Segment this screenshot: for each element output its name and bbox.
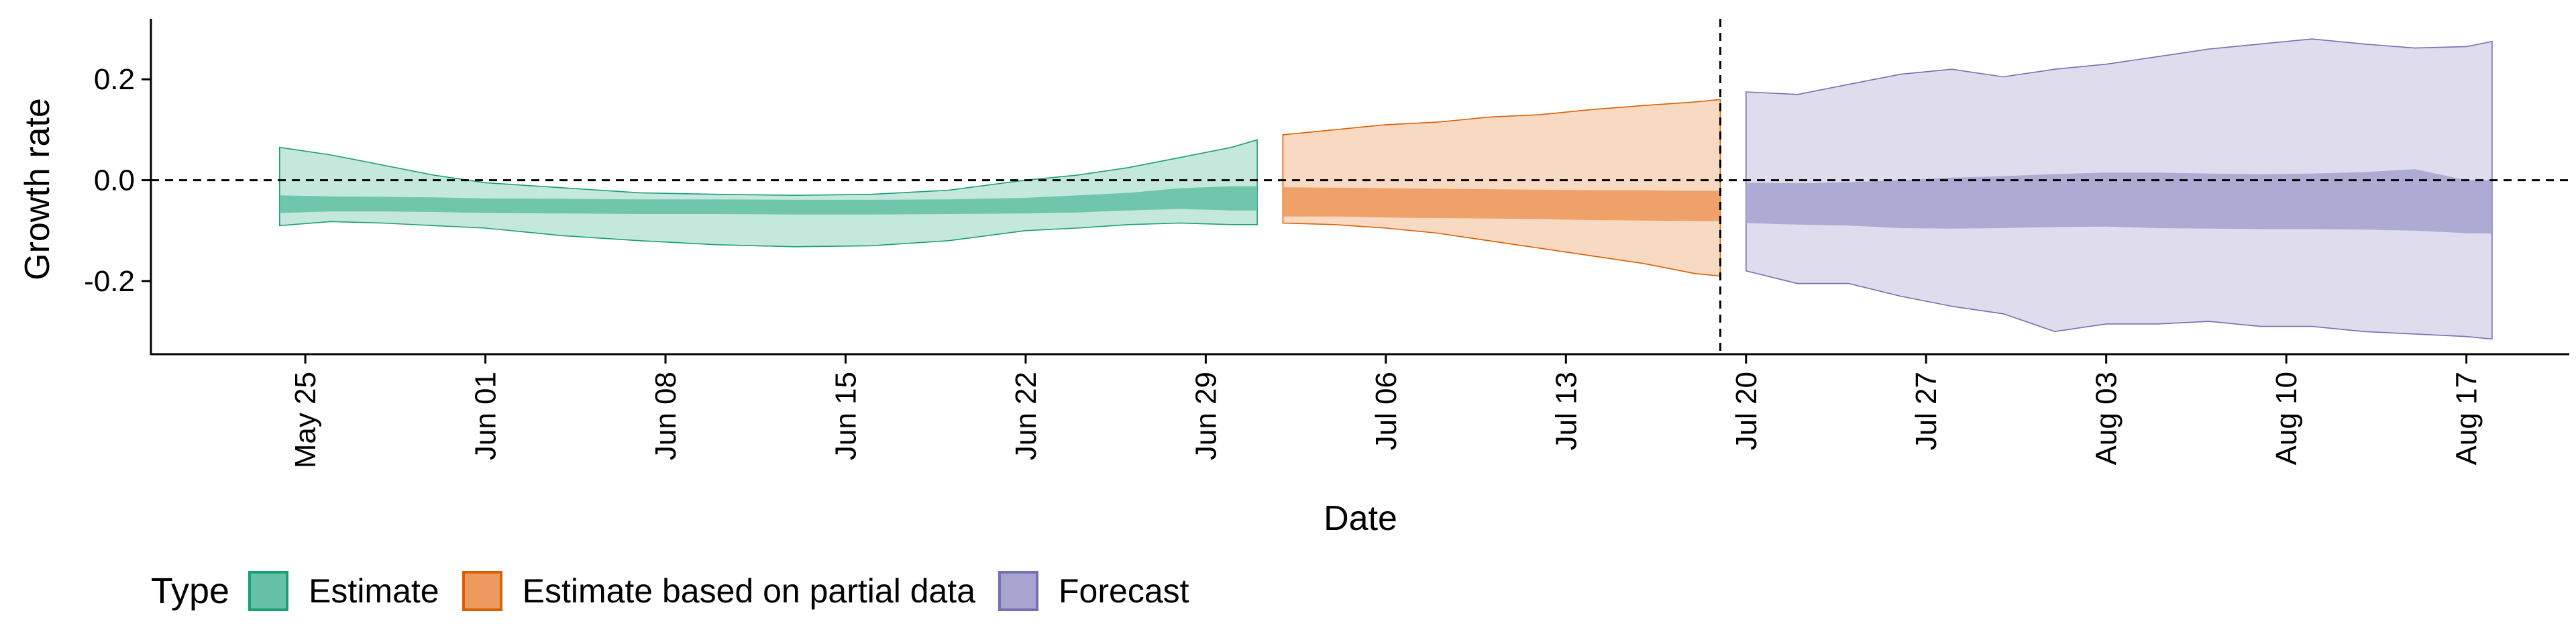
x-tick-label: Jul 27 <box>1910 372 1943 450</box>
x-tick-label: Aug 03 <box>2090 372 2123 465</box>
x-tick-label: Jun 15 <box>830 372 863 460</box>
y-tick-label: 0.2 <box>94 63 135 96</box>
legend-swatch-forecast <box>998 571 1039 611</box>
series-1 <box>1282 99 1721 277</box>
series-0-band-90 <box>279 139 1258 248</box>
legend-label-estimate: Estimate <box>309 572 439 610</box>
x-axis-title: Date <box>1324 499 1397 538</box>
series-1-band-90 <box>1282 99 1721 277</box>
legend-title: Type <box>151 571 230 611</box>
x-tick-label: Jul 20 <box>1730 372 1763 450</box>
legend-swatch-partial <box>462 571 502 611</box>
series-2 <box>1746 38 2493 340</box>
axes <box>142 19 2569 364</box>
series-2-band-50 <box>1746 169 2492 234</box>
legend: Type Estimate Estimate based on partial … <box>151 570 1212 612</box>
series-1-band-50 <box>1283 187 1721 221</box>
y-axis-title: Growth rate <box>18 98 57 280</box>
x-tick-label: Aug 10 <box>2270 372 2303 465</box>
reference-lines <box>151 19 2569 354</box>
legend-item-estimate: Estimate <box>248 571 439 611</box>
series-0-band-50 <box>279 186 1258 215</box>
series-0 <box>279 139 1258 248</box>
y-tick-label: 0.0 <box>94 164 135 197</box>
x-tick-label: Jun 22 <box>1010 372 1042 460</box>
series-bands <box>279 38 2493 340</box>
tick-labels: May 25 Jun 01 Jun 08 Jun 15 Jun 22 Jun 29 Jul … <box>84 63 2483 468</box>
legend-label-partial: Estimate based on partial data <box>522 572 976 610</box>
legend-label-forecast: Forecast <box>1059 572 1189 610</box>
x-tick-label: Jun 29 <box>1189 372 1222 460</box>
x-tick-label: Jul 13 <box>1550 372 1582 450</box>
x-tick-label: Jun 01 <box>470 372 502 460</box>
legend-swatch-estimate <box>248 571 289 611</box>
x-tick-label: Aug 17 <box>2451 372 2483 465</box>
y-tick-label: -0.2 <box>84 265 135 298</box>
x-tick-label: May 25 <box>289 372 322 468</box>
legend-item-partial: Estimate based on partial data <box>462 571 975 611</box>
x-tick-label: Jun 08 <box>649 372 682 460</box>
legend-item-forecast: Forecast <box>998 571 1189 611</box>
x-tick-label: Jul 06 <box>1370 372 1403 450</box>
